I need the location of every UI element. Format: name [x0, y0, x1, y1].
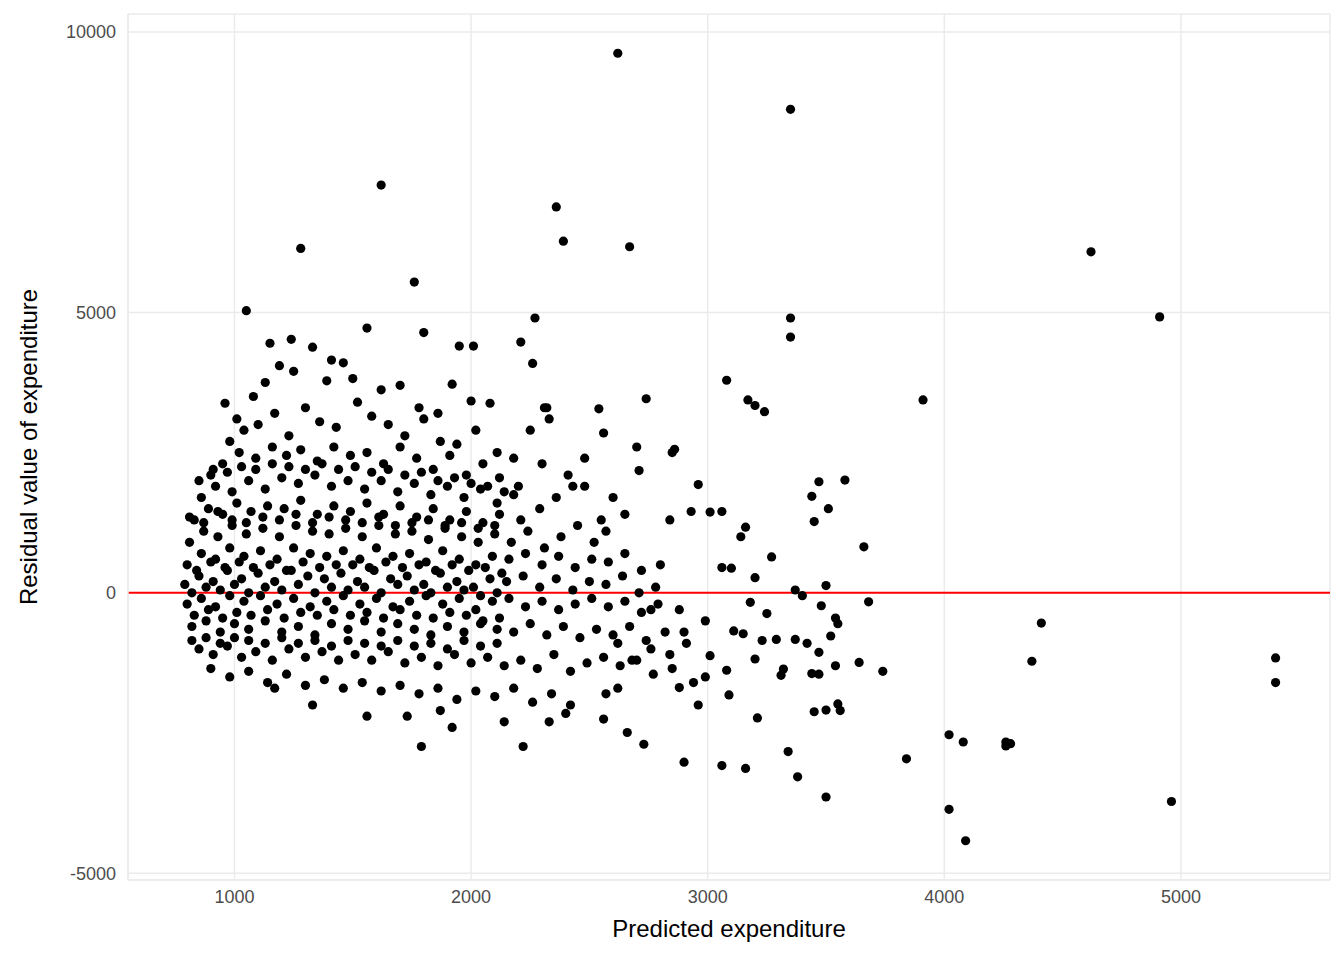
svg-text:10000: 10000: [66, 22, 116, 42]
svg-text:-5000: -5000: [70, 864, 116, 884]
svg-text:2000: 2000: [451, 887, 491, 907]
svg-text:3000: 3000: [688, 887, 728, 907]
svg-text:5000: 5000: [76, 303, 116, 323]
svg-text:0: 0: [106, 583, 116, 603]
svg-text:4000: 4000: [924, 887, 964, 907]
svg-text:Predicted expenditure: Predicted expenditure: [612, 915, 845, 942]
svg-text:5000: 5000: [1161, 887, 1201, 907]
svg-text:Residual value of expenditure: Residual value of expenditure: [15, 289, 42, 605]
svg-text:1000: 1000: [214, 887, 254, 907]
